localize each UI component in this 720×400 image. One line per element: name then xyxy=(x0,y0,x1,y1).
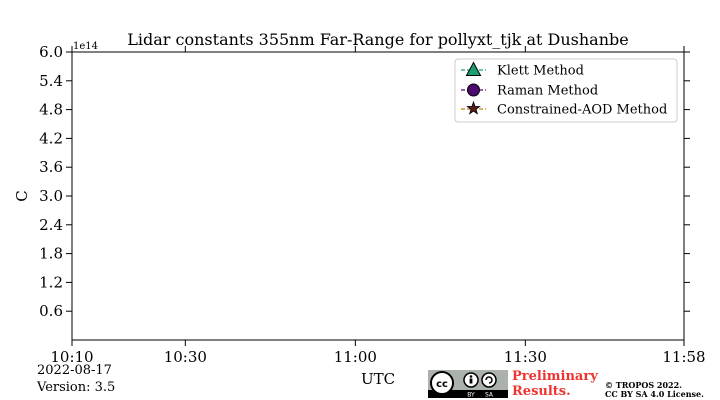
y-tick-label: 1.8 xyxy=(39,245,63,263)
x-axis-ticks: 10:10 10:30 11:00 11:30 11:58 xyxy=(50,46,706,366)
legend-entry-raman: Raman Method xyxy=(461,83,598,99)
license-label: CC BY SA 4.0 License. xyxy=(605,389,704,399)
legend-label-klett: Klett Method xyxy=(497,64,584,79)
y-offset-label: 1e14 xyxy=(73,41,98,52)
badge-label-by: BY xyxy=(467,392,475,399)
legend-label-constrained-aod: Constrained-AOD Method xyxy=(497,103,667,118)
y-tick-label: 2.4 xyxy=(39,216,63,234)
x-tick-label: 11:00 xyxy=(334,348,377,366)
chart-title: Lidar constants 355nm Far-Range for poll… xyxy=(127,30,628,49)
circle-marker-icon xyxy=(467,83,480,97)
y-tick-label: 0.6 xyxy=(39,302,63,320)
version-label: Version: 3.5 xyxy=(37,380,116,395)
y-tick-label: 5.4 xyxy=(39,72,63,90)
star-marker-icon xyxy=(466,100,481,115)
y-tick-label: 1.2 xyxy=(39,273,63,291)
y-axis-ticks: 0.6 1.2 1.8 2.4 3.0 3.6 4.2 4.8 5.4 6.0 xyxy=(39,43,690,320)
x-axis-label: UTC xyxy=(361,370,395,388)
legend-entry-constrained-aod: Constrained-AOD Method xyxy=(461,100,667,118)
legend-entry-klett: Klett Method xyxy=(461,61,584,79)
y-tick-label: 3.0 xyxy=(39,187,63,205)
x-tick-label: 11:30 xyxy=(504,348,547,366)
badge-label-sa: SA xyxy=(485,392,494,399)
cc-by-sa-badge-icon: cc BY SA xyxy=(428,370,508,398)
x-tick-label: 10:10 xyxy=(50,348,93,366)
svg-text:cc: cc xyxy=(436,379,448,390)
x-tick-label: 10:30 xyxy=(164,348,207,366)
preliminary-label: Preliminary xyxy=(512,369,598,384)
y-tick-label: 6.0 xyxy=(39,43,63,61)
x-tick-label: 11:58 xyxy=(662,348,705,366)
y-tick-label: 3.6 xyxy=(39,158,63,176)
y-tick-label: 4.8 xyxy=(39,101,63,119)
legend-frame xyxy=(454,58,678,123)
legend: Klett Method Raman Method Constrained-AO… xyxy=(454,58,678,123)
results-label: Results. xyxy=(512,384,571,399)
y-axis-label: C xyxy=(13,190,31,201)
y-tick-label: 4.2 xyxy=(39,129,63,147)
legend-label-raman: Raman Method xyxy=(497,84,598,99)
date-label: 2022-08-17 xyxy=(37,363,112,378)
copyright-label: © TROPOS 2022. xyxy=(605,380,682,390)
triangle-marker-icon xyxy=(465,61,482,76)
